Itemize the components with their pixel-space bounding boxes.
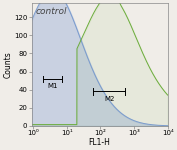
Y-axis label: Counts: Counts [4, 51, 12, 78]
Text: M1: M1 [47, 83, 58, 89]
Text: M2: M2 [104, 96, 114, 102]
X-axis label: FL1-H: FL1-H [89, 138, 110, 147]
Text: control: control [36, 7, 67, 16]
